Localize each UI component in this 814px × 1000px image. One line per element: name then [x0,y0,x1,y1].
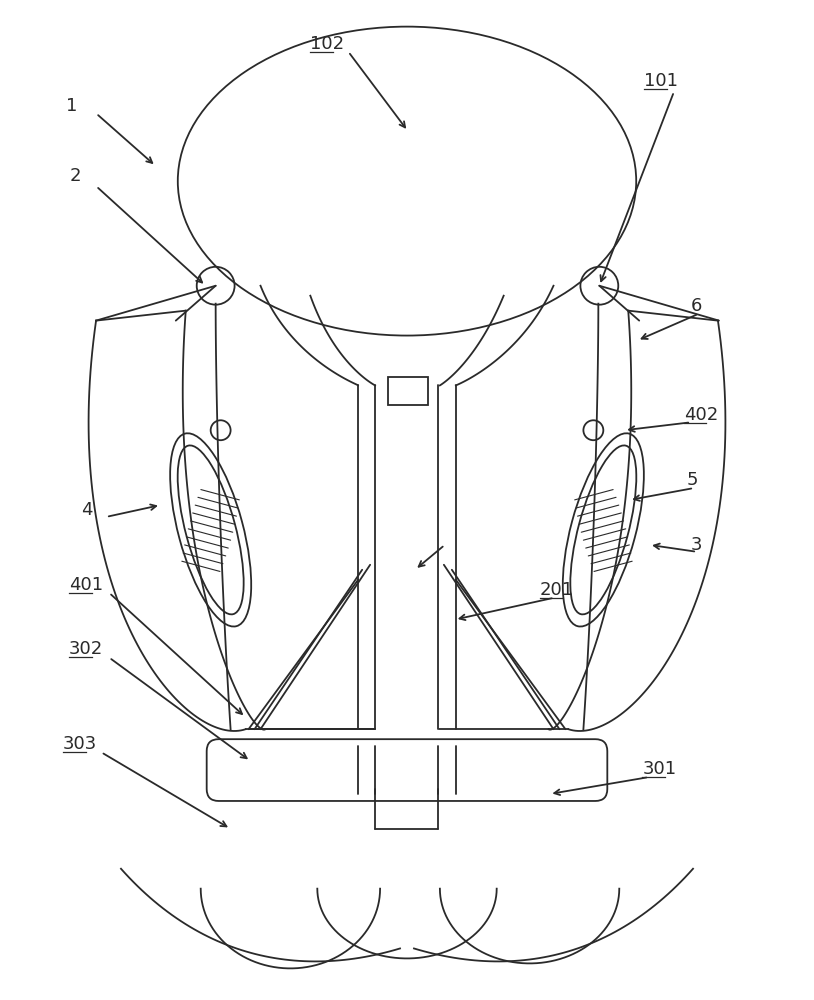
Text: 302: 302 [69,640,103,658]
Text: 402: 402 [684,406,718,424]
Text: 1: 1 [66,97,77,115]
Text: 6: 6 [691,297,702,315]
Text: 4: 4 [81,501,93,519]
Text: 201: 201 [540,581,574,599]
Text: 301: 301 [642,760,676,778]
Text: 2: 2 [69,167,81,185]
Text: 303: 303 [63,735,98,753]
Text: 3: 3 [691,536,702,554]
Text: 102: 102 [310,35,344,53]
Text: 401: 401 [69,576,103,594]
Bar [388,377,428,405]
Text: 101: 101 [644,72,678,90]
Text: 5: 5 [687,471,698,489]
